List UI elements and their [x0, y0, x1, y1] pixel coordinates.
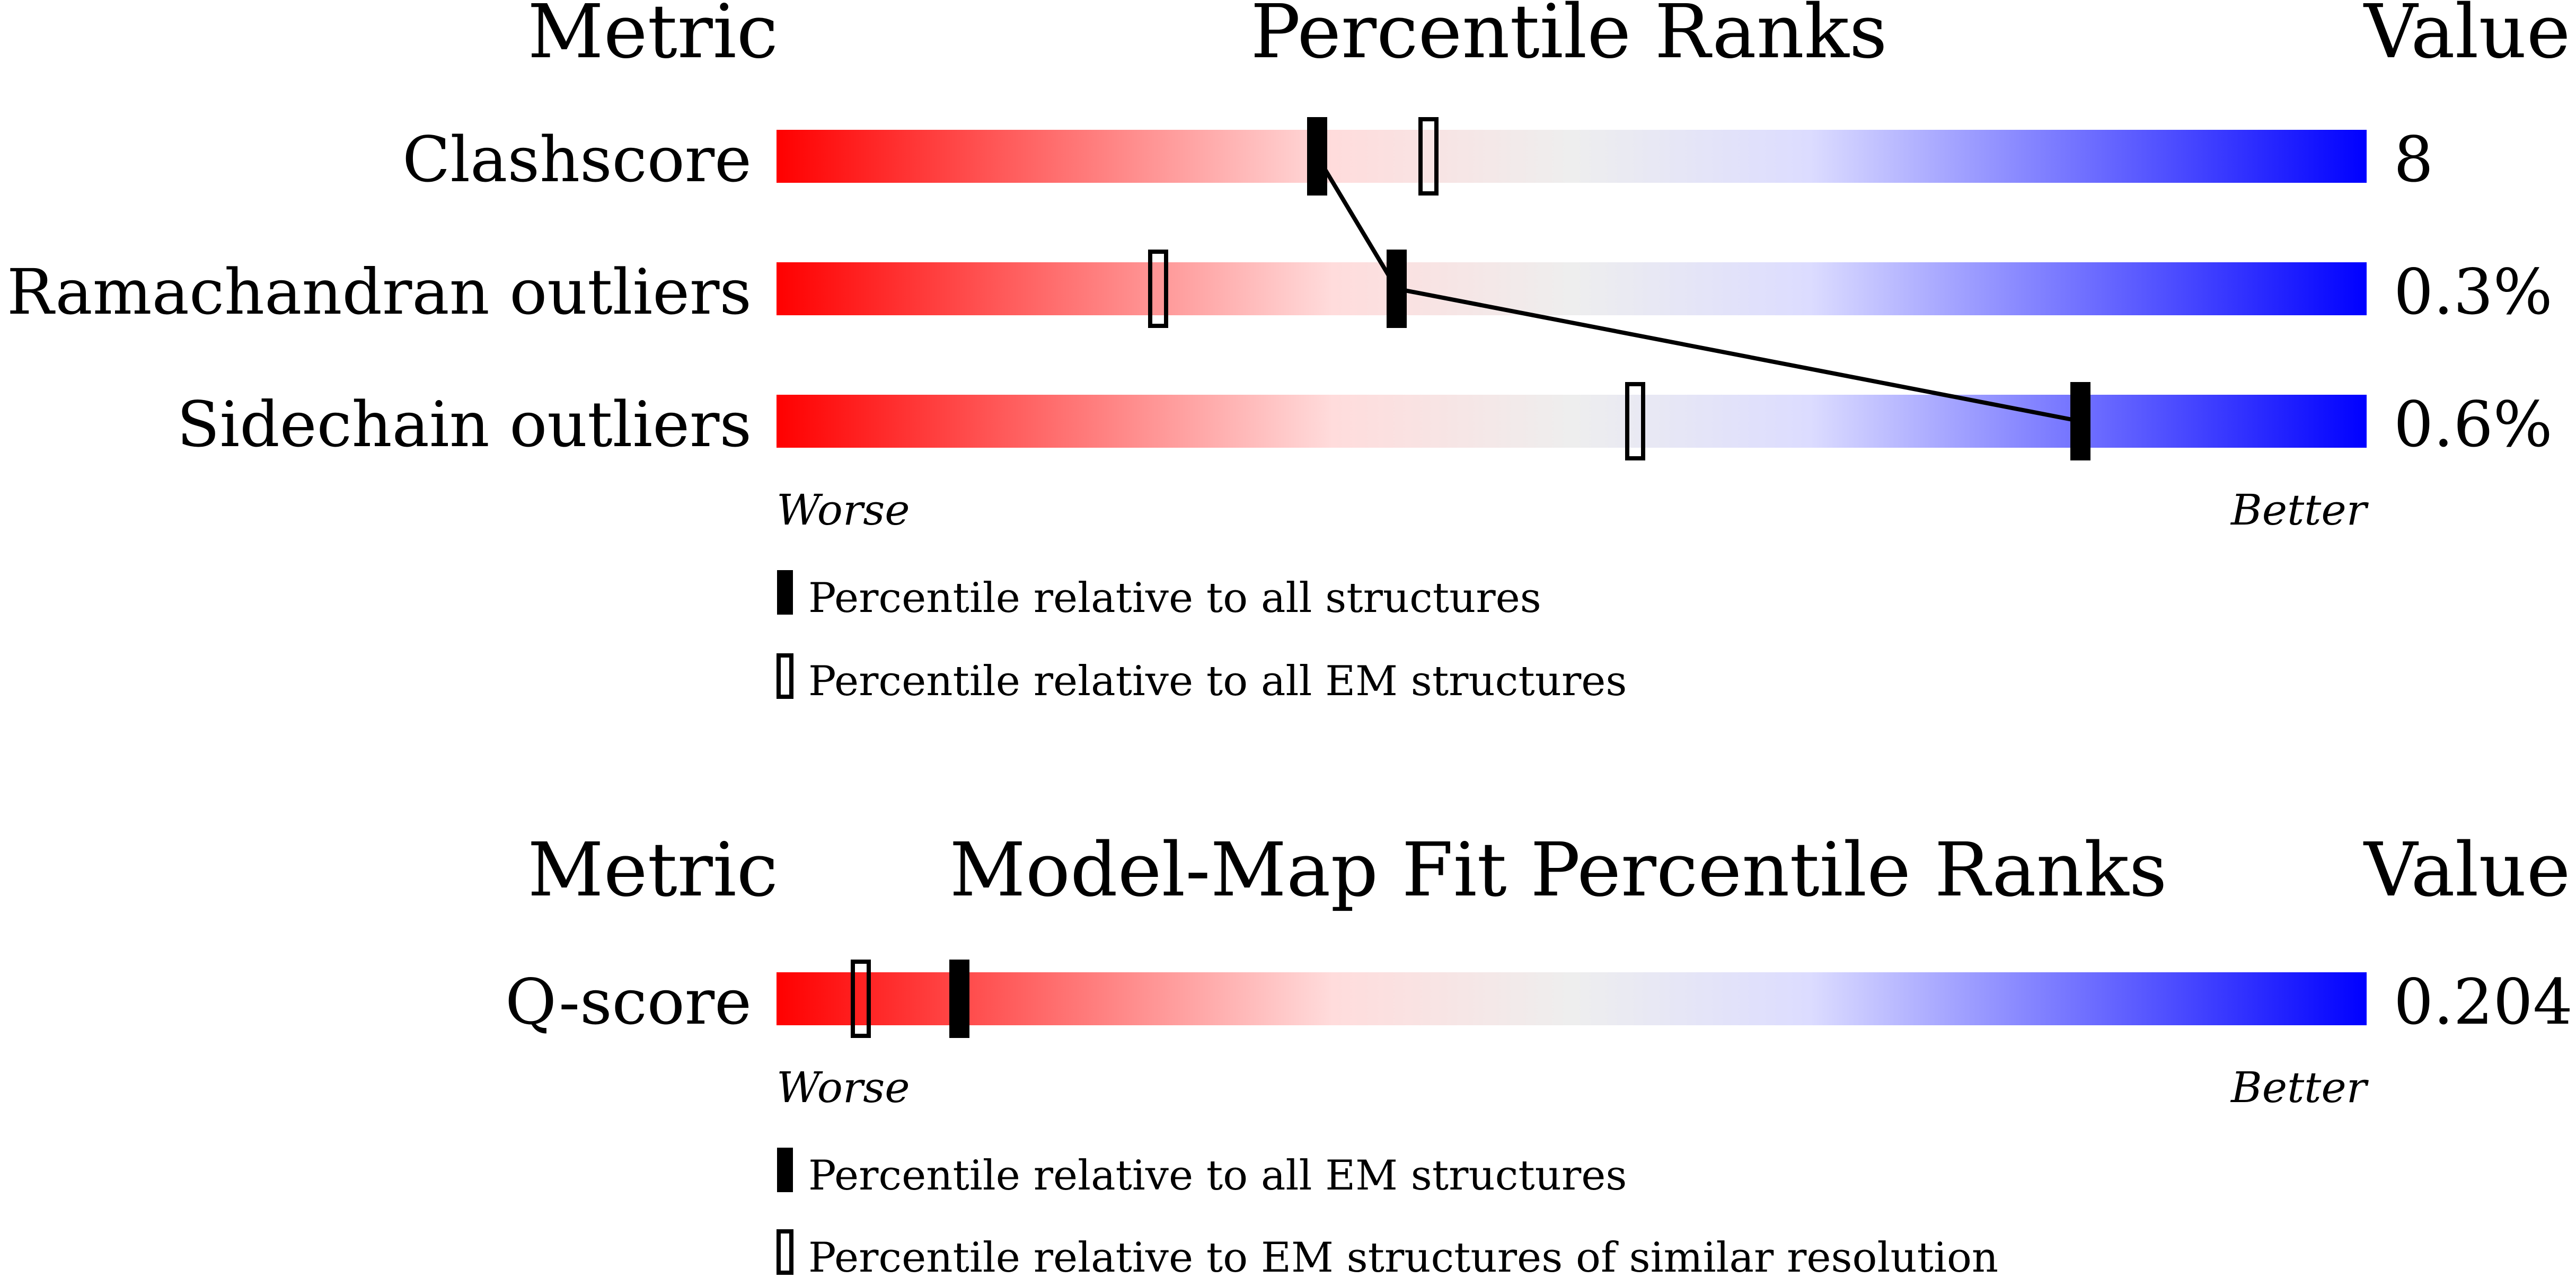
- worse-label: Worse: [777, 1063, 910, 1112]
- gradient-bar: [777, 395, 2367, 448]
- filled-marker: [949, 960, 969, 1038]
- percentile-markers: [1148, 117, 2090, 460]
- legend-open-marker: [777, 653, 793, 699]
- filled-marker: [2070, 382, 2090, 460]
- legend-open-marker: [777, 1229, 793, 1275]
- metric-label: Clashscore: [402, 123, 752, 196]
- legend-label: Percentile relative to all EM structures: [808, 1152, 1627, 1200]
- panel-title: Percentile Ranks: [1250, 0, 1887, 75]
- legend-label: Percentile relative to all EM structures: [808, 658, 1627, 705]
- row-sidechain: Sidechain outliers 0.6%: [177, 388, 2553, 461]
- metric-header: Metric: [527, 0, 778, 75]
- percentile-markers: [851, 960, 969, 1038]
- panel-title: Model-Map Fit Percentile Ranks: [949, 827, 2167, 913]
- metric-value: 8: [2394, 123, 2433, 196]
- filled-marker: [1387, 250, 1407, 328]
- legend: Percentile relative to all EM structures…: [777, 1148, 1998, 1278]
- value-header: Value: [2363, 827, 2571, 913]
- gradient-bar: [777, 972, 2367, 1025]
- metric-value: 0.204: [2394, 965, 2573, 1039]
- open-marker: [1148, 250, 1168, 328]
- row-q-score: Q-score 0.204: [505, 965, 2573, 1039]
- metric-label: Q-score: [505, 965, 752, 1039]
- metric-value: 0.6%: [2394, 388, 2553, 461]
- metric-label: Sidechain outliers: [177, 388, 752, 461]
- better-label: Better: [2230, 1063, 2369, 1112]
- row-clashscore: Clashscore 8: [402, 123, 2433, 196]
- legend-label: Percentile relative to all structures: [808, 574, 1541, 622]
- legend-filled-marker: [777, 1148, 793, 1192]
- legend-label: Percentile relative to EM structures of …: [808, 1234, 1998, 1278]
- better-label: Better: [2230, 485, 2369, 535]
- open-marker: [1418, 117, 1439, 196]
- panel-fit: Metric Model-Map Fit Percentile Ranks Va…: [505, 827, 2573, 1278]
- gradient-bar: [777, 130, 2367, 183]
- gradient-bar: [777, 262, 2367, 315]
- value-header: Value: [2363, 0, 2571, 75]
- worse-label: Worse: [777, 485, 910, 535]
- row-ramachandran: Ramachandran outliers 0.3%: [7, 255, 2553, 329]
- metric-label: Ramachandran outliers: [7, 255, 752, 329]
- open-marker: [851, 960, 871, 1038]
- legend: Percentile relative to all structures Pe…: [777, 570, 1627, 705]
- metric-header: Metric: [527, 827, 778, 913]
- metric-value: 0.3%: [2394, 255, 2553, 329]
- filled-marker: [1307, 117, 1327, 196]
- open-marker: [1625, 382, 1645, 460]
- panel-geometry: Metric Percentile Ranks Value Clashscore…: [7, 0, 2571, 705]
- legend-filled-marker: [777, 570, 793, 615]
